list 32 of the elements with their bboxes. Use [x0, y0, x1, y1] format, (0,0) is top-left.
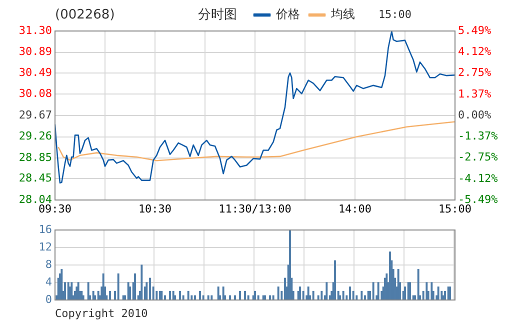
y-tick-label: 30.08	[18, 87, 52, 100]
legend-label: 均线	[330, 7, 355, 22]
text: 15:00	[378, 8, 412, 21]
y-tick-label: 30.89	[18, 45, 52, 58]
y-tick-label: 8	[45, 258, 52, 271]
x-tick-label: 11:30/13:00	[218, 202, 292, 216]
y-tick-label: 29.26	[18, 130, 52, 143]
y-tick-label: 16	[38, 222, 52, 236]
y-tick-label: 12	[38, 240, 52, 254]
text: Copyright 2010	[55, 306, 148, 320]
y-tick-label: 29.67	[18, 108, 52, 122]
y2-tick-label: -1.37%	[458, 129, 498, 142]
y-tick-label: 28.85	[18, 150, 52, 164]
y-tick-label: 4	[45, 275, 52, 288]
y-tick-label: 28.45	[18, 172, 52, 185]
y2-tick-label: 0.00%	[458, 108, 492, 122]
y2-tick-label: -2.75%	[458, 150, 498, 164]
y-tick-label: 0	[45, 292, 52, 306]
y-tick-label: 30.49	[18, 66, 52, 79]
legend-label: 价格	[275, 7, 300, 22]
y2-tick-label: 5.49%	[458, 24, 492, 37]
y-tick-label: 31.30	[18, 24, 52, 37]
y2-tick-label: 1.37%	[458, 87, 492, 100]
y2-tick-label: 2.75%	[458, 66, 492, 80]
y2-tick-label: 4.12%	[458, 44, 492, 58]
chart-title: (002268)	[55, 7, 115, 22]
chart-subtitle: 分时图	[198, 7, 237, 22]
x-tick-label: 14:00	[338, 202, 372, 216]
y2-tick-label: -4.12%	[458, 172, 498, 185]
x-tick-label: 15:00	[438, 202, 472, 216]
x-tick-label: 10:30	[138, 202, 172, 216]
x-tick-label: 09:30	[38, 202, 72, 216]
